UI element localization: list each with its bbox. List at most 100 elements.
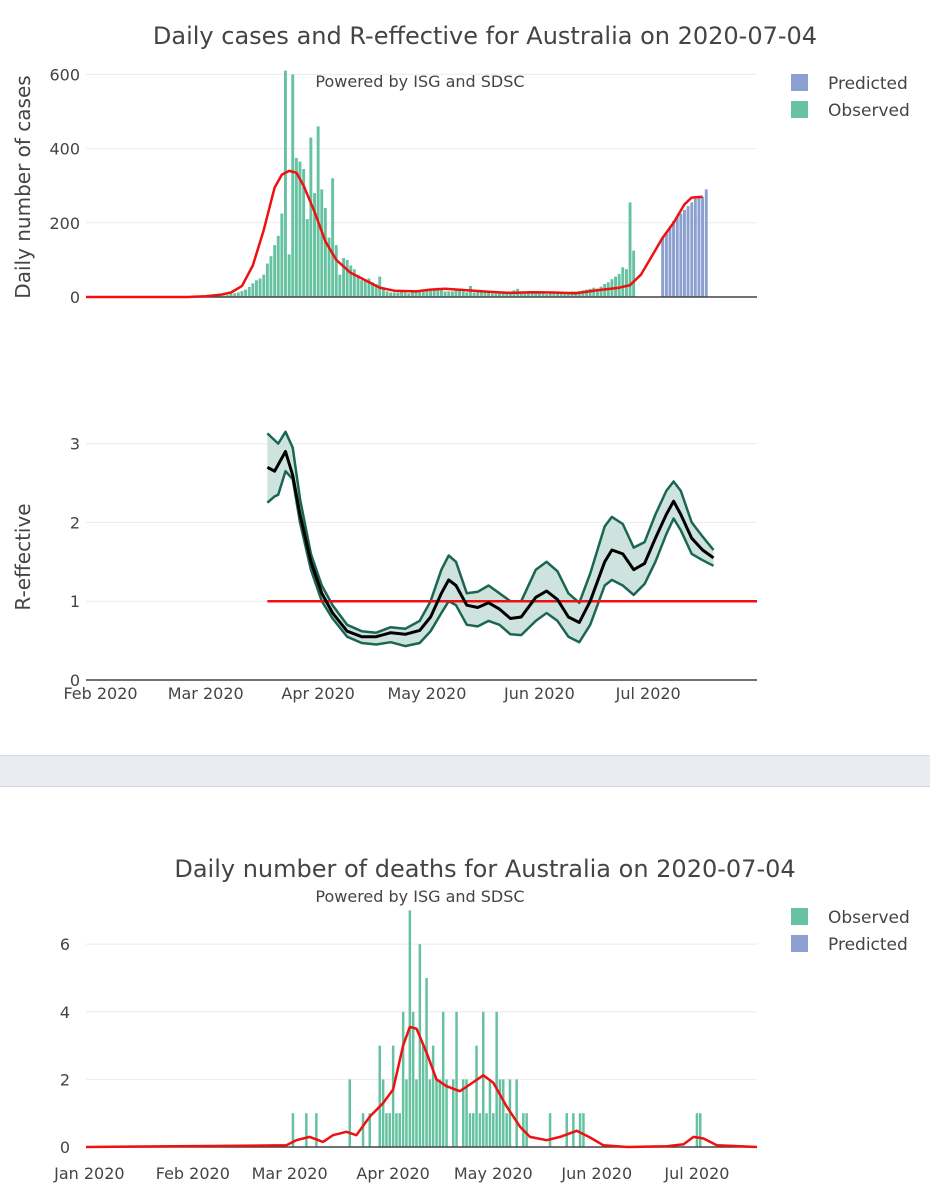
legend-predicted-swatch[interactable] <box>791 74 808 91</box>
observed-case-bar <box>472 292 476 297</box>
deaths-x-tick-label: May 2020 <box>454 1164 533 1183</box>
observed-case-bar <box>338 274 342 297</box>
observed-case-bar <box>294 157 298 297</box>
observed-case-bar <box>367 278 371 297</box>
observed-case-bar <box>614 276 617 297</box>
observed-case-bar <box>476 291 480 297</box>
cases-chart-subtitle: Powered by ISG and SDSC <box>315 72 524 91</box>
observed-case-bar <box>385 291 389 297</box>
observed-death-bar <box>452 1079 455 1147</box>
deaths-panel: Daily number of deaths for Australia on … <box>0 787 930 1200</box>
deaths-chart-title: Daily number of deaths for Australia on … <box>174 855 795 883</box>
observed-case-bar <box>552 292 556 297</box>
observed-case-bar <box>421 291 425 297</box>
legend-observed-swatch[interactable] <box>791 101 808 118</box>
observed-case-bar <box>331 178 335 297</box>
predicted-case-bar <box>693 198 697 297</box>
observed-case-bar <box>226 295 229 297</box>
observed-case-bar <box>389 292 393 297</box>
cases-reff-panel: Daily cases and R-effective for Australi… <box>11 22 910 703</box>
observed-case-bar <box>592 287 596 297</box>
observed-death-bar <box>438 1079 442 1147</box>
observed-case-bar <box>305 219 309 297</box>
deaths-legend[interactable]: Observed Predicted <box>791 908 910 955</box>
observed-death-bar <box>465 1079 468 1147</box>
legend-predicted-swatch[interactable] <box>791 935 808 952</box>
cases-y-axis-title: Daily number of cases <box>11 75 35 298</box>
observed-death-bar <box>441 1011 445 1147</box>
cases-y-tick-label: 200 <box>49 214 80 233</box>
deaths-smoothed-line <box>85 1025 758 1149</box>
observed-death-bar <box>425 978 428 1147</box>
predicted-case-bar <box>668 226 672 297</box>
observed-death-bar <box>468 1113 472 1147</box>
legend-predicted-label[interactable]: Predicted <box>828 935 908 955</box>
observed-death-bar <box>381 1079 385 1147</box>
cases-reff-chart: Daily cases and R-effective for Australi… <box>11 22 910 703</box>
observed-case-bar <box>356 274 360 297</box>
observed-death-bar <box>472 1113 475 1147</box>
deaths-y-tick-label: 4 <box>60 1003 70 1022</box>
observed-death-bar <box>548 1113 552 1147</box>
legend-observed-label[interactable]: Observed <box>828 908 910 928</box>
observed-death-bar <box>485 1113 488 1147</box>
observed-case-bar <box>537 292 541 297</box>
observed-case-bar <box>309 137 313 297</box>
observed-death-bar <box>495 1011 498 1147</box>
observed-death-bar <box>385 1113 388 1147</box>
predicted-case-bar <box>704 189 708 297</box>
observed-death-bar <box>502 1079 505 1147</box>
observed-case-bar <box>454 290 458 297</box>
observed-case-bar <box>233 293 237 297</box>
observed-death-bar <box>315 1113 318 1147</box>
observed-case-bar <box>287 254 291 297</box>
observed-death-bar <box>565 1113 568 1147</box>
observed-case-bar <box>251 283 255 297</box>
observed-case-bar <box>581 290 585 297</box>
observed-case-bar <box>479 292 483 297</box>
cases-smoothed-line <box>86 169 703 299</box>
observed-death-bar <box>488 1079 492 1147</box>
observed-case-bar <box>450 291 454 297</box>
observed-case-bar <box>465 292 469 297</box>
observed-death-bar <box>348 1079 351 1147</box>
legend-predicted-label[interactable]: Predicted <box>828 74 908 94</box>
legend-observed-label[interactable]: Observed <box>828 101 910 121</box>
cases-y-tick-label: 400 <box>49 140 80 159</box>
legend-observed-swatch[interactable] <box>791 908 808 925</box>
observed-case-bar <box>621 267 625 297</box>
observed-case-bar <box>327 237 331 297</box>
observed-case-bar <box>458 289 461 297</box>
observed-case-bar <box>523 291 527 297</box>
observed-death-bar <box>415 1079 418 1147</box>
observed-case-bar <box>240 291 244 297</box>
observed-death-bar <box>505 1113 508 1147</box>
observed-case-bar <box>414 292 418 297</box>
cases-chart-title: Daily cases and R-effective for Australi… <box>153 22 817 50</box>
observed-death-bar <box>572 1113 575 1147</box>
cases-y-tick-label: 0 <box>70 288 80 307</box>
observed-case-bar <box>258 278 262 297</box>
observed-death-bar <box>395 1113 398 1147</box>
observed-case-bar <box>382 287 385 297</box>
observed-case-bar <box>483 292 487 297</box>
reff-y-axis-title: R-effective <box>11 503 35 610</box>
observed-case-bar <box>316 126 320 298</box>
predicted-case-bar <box>661 237 665 297</box>
deaths-x-tick-label: Jul 2020 <box>663 1164 729 1183</box>
cases-legend[interactable]: Predicted Observed <box>791 74 910 121</box>
observed-death-bar <box>378 1045 381 1147</box>
observed-death-bar <box>401 1011 405 1147</box>
observed-death-bar <box>475 1045 478 1147</box>
reff-y-tick-label: 0 <box>70 671 80 690</box>
cases-y-tick-label: 600 <box>49 65 80 84</box>
observed-case-bar <box>617 274 621 297</box>
observed-death-bar <box>492 1113 495 1147</box>
observed-case-bar <box>320 189 324 297</box>
observed-case-bar <box>269 256 273 297</box>
observed-case-bar <box>352 269 356 297</box>
observed-death-bar <box>418 944 422 1147</box>
predicted-case-bar <box>697 196 701 297</box>
observed-case-bar <box>490 293 494 297</box>
observed-death-bar <box>391 1045 395 1147</box>
